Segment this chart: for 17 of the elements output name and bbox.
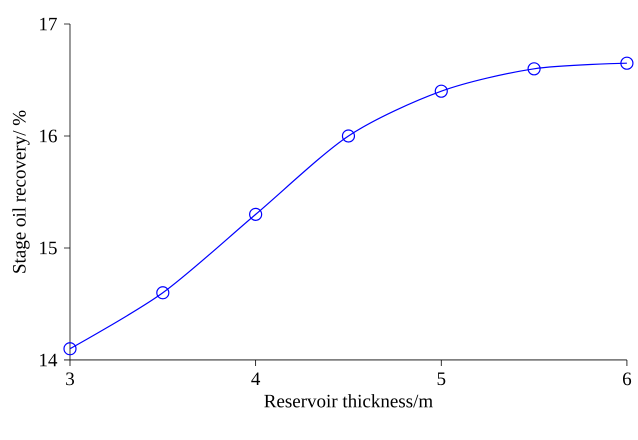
- y-axis-title: Stage oil recovery/ %: [12, 110, 30, 273]
- x-tick-label: 5: [438, 372, 446, 386]
- y-tick-label: 15: [40, 242, 57, 254]
- point: [249, 208, 262, 221]
- point: [620, 56, 634, 70]
- y-tick-label: 14: [40, 354, 58, 366]
- y-tick-label: 17: [40, 18, 57, 30]
- point: [434, 84, 448, 98]
- y-tick-label: 16: [40, 130, 57, 142]
- point: [527, 62, 541, 76]
- point: [156, 286, 170, 300]
- point: [63, 342, 77, 356]
- point: [342, 129, 356, 143]
- x-tick-label: 3: [66, 372, 74, 386]
- x-tick-label: 6: [622, 372, 632, 386]
- x-axis-title: Reservoir thickness/m: [264, 394, 433, 408]
- x-tick-label: 4: [251, 372, 260, 386]
